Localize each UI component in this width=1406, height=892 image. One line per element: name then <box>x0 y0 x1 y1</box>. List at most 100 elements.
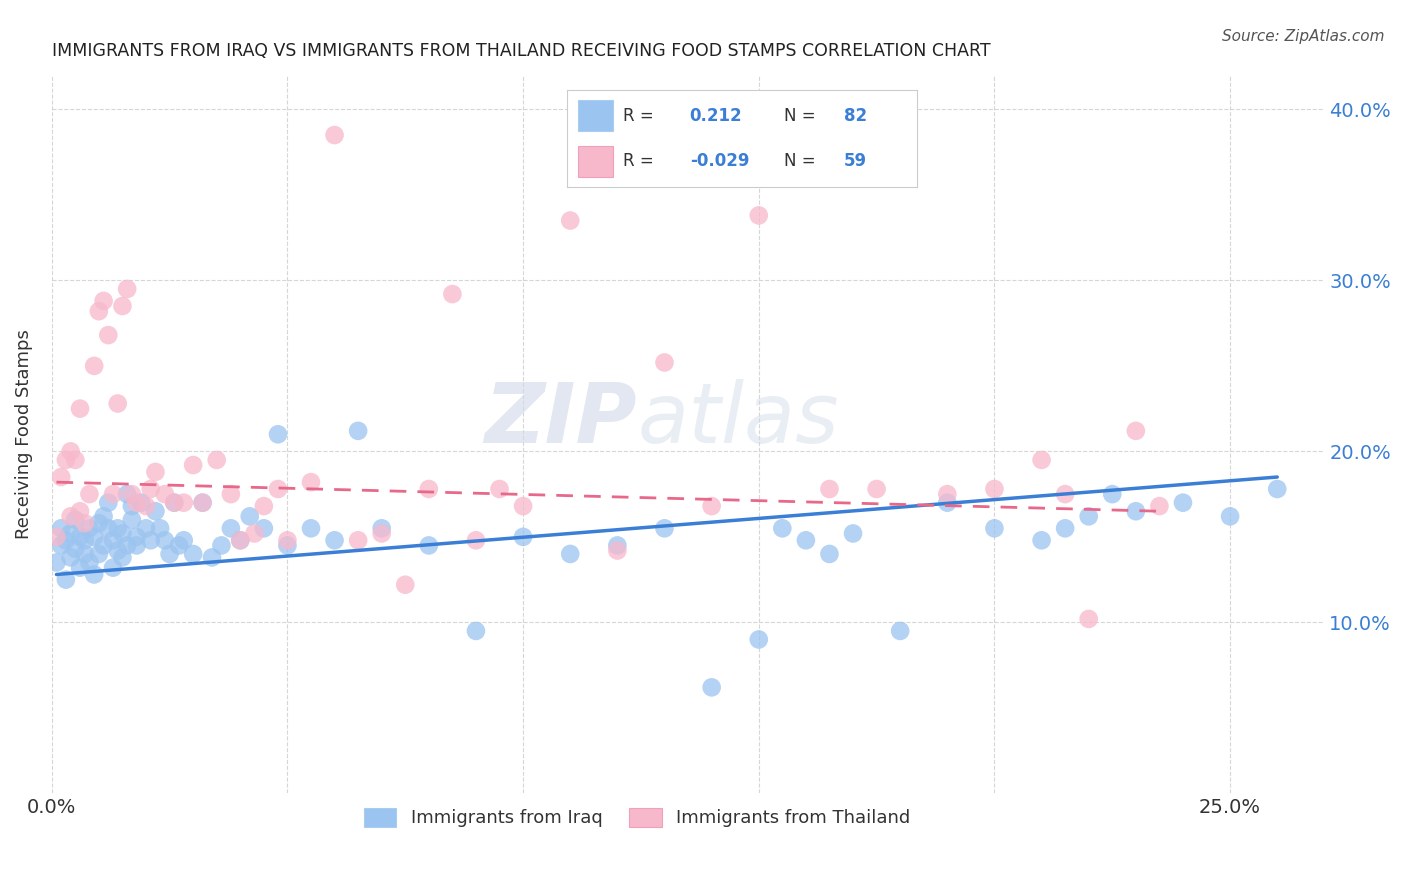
Point <box>299 475 322 490</box>
Point <box>770 521 793 535</box>
Point <box>93 509 115 524</box>
Point <box>55 573 77 587</box>
Point <box>115 487 138 501</box>
Point <box>65 513 87 527</box>
Point <box>87 547 110 561</box>
Point <box>59 444 82 458</box>
Point <box>253 499 276 513</box>
Point <box>700 681 723 695</box>
Point <box>1077 612 1099 626</box>
Point <box>748 208 770 222</box>
Point <box>181 547 204 561</box>
Point <box>889 624 911 638</box>
Point <box>121 487 143 501</box>
Point <box>205 453 228 467</box>
Point <box>131 496 153 510</box>
Point <box>219 487 242 501</box>
Point <box>59 509 82 524</box>
Point <box>121 513 143 527</box>
Point <box>936 487 959 501</box>
Point <box>87 304 110 318</box>
Point <box>1031 453 1053 467</box>
Point <box>1031 533 1053 548</box>
Point <box>818 482 841 496</box>
Point <box>125 530 148 544</box>
Point <box>51 470 73 484</box>
Point <box>1077 509 1099 524</box>
Point <box>45 556 67 570</box>
Point <box>1101 487 1123 501</box>
Point <box>167 538 190 552</box>
Point <box>173 533 195 548</box>
Point <box>125 538 148 552</box>
Point <box>135 499 157 513</box>
Point <box>125 496 148 510</box>
Point <box>560 547 582 561</box>
Point <box>418 482 440 496</box>
Point <box>842 526 865 541</box>
Point <box>267 482 290 496</box>
Point <box>370 521 392 535</box>
Point <box>107 396 129 410</box>
Text: Source: ZipAtlas.com: Source: ZipAtlas.com <box>1222 29 1385 44</box>
Point <box>65 453 87 467</box>
Point <box>323 128 346 142</box>
Point <box>936 496 959 510</box>
Point <box>370 526 392 541</box>
Point <box>323 533 346 548</box>
Point <box>276 538 298 552</box>
Point <box>69 401 91 416</box>
Point <box>654 521 676 535</box>
Point <box>139 482 162 496</box>
Point <box>163 496 186 510</box>
Point <box>79 556 101 570</box>
Point <box>299 521 322 535</box>
Text: IMMIGRANTS FROM IRAQ VS IMMIGRANTS FROM THAILAND RECEIVING FOOD STAMPS CORRELATI: IMMIGRANTS FROM IRAQ VS IMMIGRANTS FROM … <box>52 42 990 60</box>
Point <box>794 533 817 548</box>
Point <box>394 578 416 592</box>
Point <box>1171 496 1194 510</box>
Point <box>107 543 129 558</box>
Point <box>97 496 120 510</box>
Point <box>145 504 167 518</box>
Point <box>201 550 224 565</box>
Point <box>181 458 204 472</box>
Point <box>83 567 105 582</box>
Point <box>818 547 841 561</box>
Point <box>69 530 91 544</box>
Point <box>93 538 115 552</box>
Point <box>69 504 91 518</box>
Point <box>115 538 138 552</box>
Point <box>1219 509 1241 524</box>
Point <box>139 533 162 548</box>
Point <box>69 560 91 574</box>
Point <box>111 299 134 313</box>
Point <box>347 424 370 438</box>
Point <box>83 359 105 373</box>
Point <box>243 526 266 541</box>
Point <box>101 487 124 501</box>
Point <box>983 521 1005 535</box>
Point <box>51 521 73 535</box>
Point <box>418 538 440 552</box>
Point <box>606 538 628 552</box>
Text: ZIP: ZIP <box>485 379 637 460</box>
Point <box>111 550 134 565</box>
Point <box>83 530 105 544</box>
Point <box>87 516 110 531</box>
Point <box>163 496 186 510</box>
Point <box>267 427 290 442</box>
Point <box>654 355 676 369</box>
Point <box>79 487 101 501</box>
Point <box>59 550 82 565</box>
Point <box>229 533 252 548</box>
Point <box>79 521 101 535</box>
Point <box>145 465 167 479</box>
Point <box>276 533 298 548</box>
Point <box>512 499 534 513</box>
Point <box>51 538 73 552</box>
Point <box>73 516 96 531</box>
Point <box>983 482 1005 496</box>
Point <box>159 547 181 561</box>
Point <box>55 533 77 548</box>
